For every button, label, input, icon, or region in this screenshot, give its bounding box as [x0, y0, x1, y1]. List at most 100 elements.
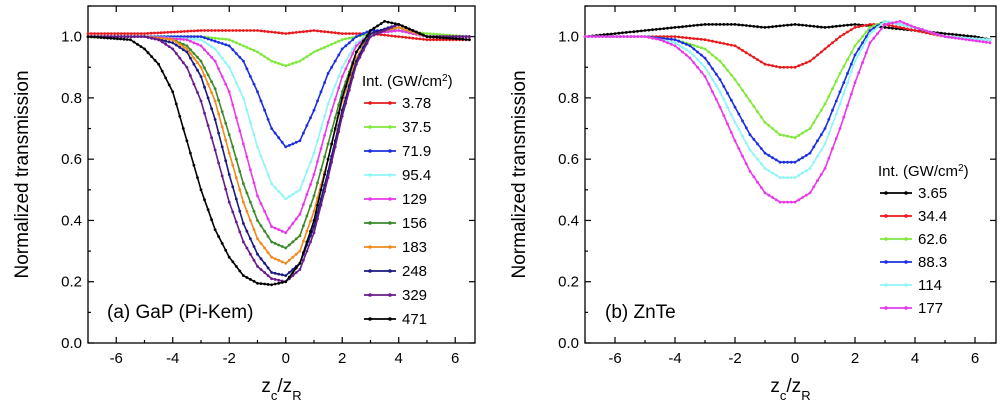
- data-point: [831, 147, 834, 150]
- data-point: [217, 37, 221, 40]
- data-point: [464, 38, 468, 41]
- data-point: [298, 30, 302, 34]
- data-point: [220, 242, 224, 245]
- data-point: [684, 53, 688, 57]
- data-point: [857, 52, 861, 56]
- data-point: [793, 176, 797, 180]
- data-point: [227, 151, 231, 155]
- data-point: [808, 59, 812, 63]
- data-point: [280, 63, 284, 66]
- data-point: [876, 32, 879, 35]
- data-point: [224, 159, 228, 163]
- data-point: [756, 58, 759, 61]
- data-point: [793, 200, 797, 204]
- data-point: [181, 42, 185, 46]
- legend-label: 62.6: [918, 231, 947, 248]
- data-point: [153, 37, 157, 41]
- data-point: [284, 246, 288, 250]
- legend-marker: [368, 317, 372, 321]
- data-point: [210, 45, 214, 48]
- data-point: [256, 281, 259, 285]
- data-point: [266, 30, 270, 34]
- data-point: [696, 58, 699, 61]
- data-point: [340, 38, 344, 42]
- data-point: [722, 42, 726, 45]
- data-point: [696, 45, 699, 48]
- data-point: [86, 35, 90, 38]
- legend-marker: [368, 245, 372, 249]
- data-point: [316, 99, 319, 103]
- data-point: [181, 127, 185, 130]
- panel-annotation: (a) GaP (Pi-Kem): [107, 302, 253, 323]
- data-point: [362, 32, 365, 35]
- data-point: [932, 31, 936, 35]
- data-point: [943, 32, 947, 35]
- data-point: [273, 131, 277, 135]
- data-point: [206, 124, 210, 127]
- data-point: [759, 115, 763, 119]
- legend-label: 177: [918, 300, 943, 317]
- data-point: [227, 38, 231, 42]
- data-point: [947, 32, 951, 36]
- data-point: [199, 38, 203, 42]
- data-point: [827, 25, 831, 29]
- data-point: [302, 258, 305, 262]
- data-point: [771, 156, 774, 160]
- data-point: [365, 30, 369, 34]
- data-point: [756, 142, 759, 146]
- data-point: [309, 219, 312, 223]
- data-point: [853, 59, 857, 63]
- legend-marker: [368, 125, 372, 129]
- data-point: [692, 54, 696, 58]
- data-point: [210, 29, 214, 32]
- data-point: [699, 53, 703, 57]
- data-point: [259, 29, 263, 33]
- data-point: [220, 37, 224, 41]
- data-point: [347, 73, 351, 77]
- data-point: [213, 148, 217, 152]
- data-point: [242, 96, 245, 100]
- data-point: [287, 31, 291, 35]
- data-point: [939, 31, 943, 35]
- data-point: [752, 55, 756, 59]
- data-point: [468, 38, 471, 42]
- data-point: [166, 30, 170, 34]
- data-point: [748, 133, 752, 137]
- data-point: [454, 35, 458, 38]
- data-point: [906, 23, 909, 26]
- data-point: [351, 47, 355, 51]
- data-point: [227, 29, 231, 32]
- data-point: [666, 37, 669, 41]
- data-point: [707, 62, 711, 65]
- data-point: [864, 23, 868, 27]
- data-point: [213, 47, 217, 51]
- data-point: [238, 230, 242, 234]
- data-point: [782, 134, 786, 137]
- data-point: [789, 200, 793, 204]
- data-point: [763, 26, 767, 29]
- data-point: [231, 29, 235, 32]
- data-point: [435, 32, 439, 36]
- data-point: [418, 37, 422, 41]
- data-point: [677, 39, 681, 43]
- data-point: [729, 43, 733, 47]
- data-point: [703, 47, 707, 51]
- data-point: [231, 163, 235, 167]
- data-point: [143, 32, 146, 35]
- data-point: [231, 145, 235, 149]
- x-tick-label: -2: [728, 350, 741, 367]
- data-point: [688, 36, 692, 40]
- data-point: [206, 82, 210, 86]
- data-point: [407, 27, 411, 31]
- data-point: [669, 26, 673, 30]
- data-point: [192, 37, 196, 41]
- data-point: [224, 61, 228, 65]
- data-point: [372, 33, 376, 37]
- data-point: [192, 29, 196, 33]
- data-point: [718, 105, 722, 109]
- data-point: [263, 108, 266, 112]
- data-point: [358, 33, 362, 37]
- data-point: [950, 36, 954, 39]
- data-point: [102, 36, 106, 40]
- data-point: [347, 32, 351, 35]
